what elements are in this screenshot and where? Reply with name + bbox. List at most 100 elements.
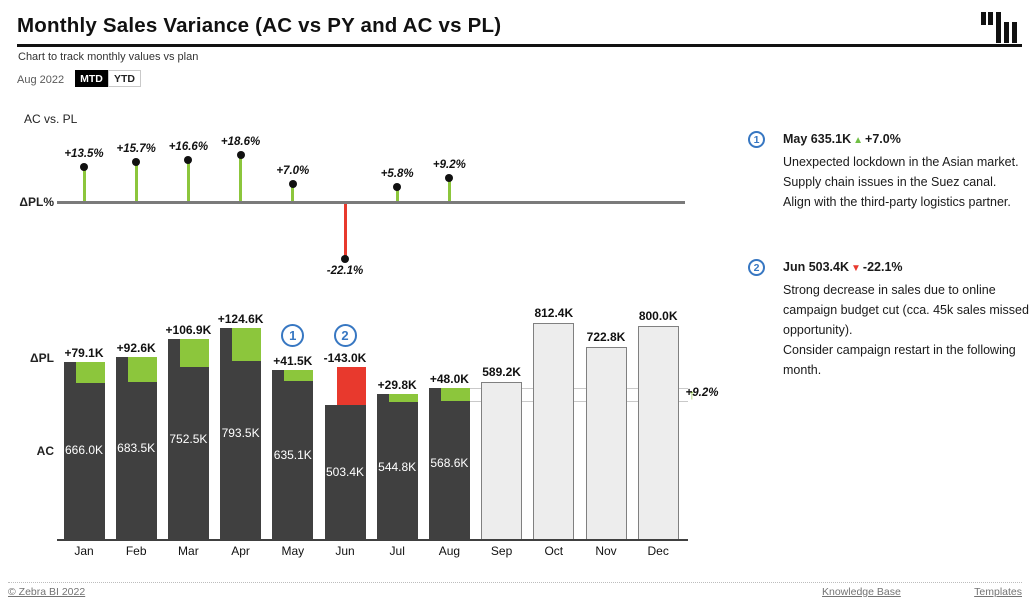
bar-actual[interactable] — [376, 394, 418, 539]
bar-forecast[interactable] — [481, 382, 523, 540]
bar-value-label: 635.1K — [273, 447, 312, 462]
reference-line — [469, 387, 688, 389]
month-label: Nov — [595, 544, 617, 558]
bar-actual[interactable] — [115, 357, 157, 539]
lollipop-stem[interactable] — [134, 161, 138, 201]
bar-variance-negative[interactable] — [336, 367, 366, 406]
bar-variance-positive[interactable] — [75, 361, 105, 383]
bar-delta-label: +48.0K — [429, 371, 469, 386]
bar-forecast[interactable] — [637, 326, 679, 540]
bar-actual[interactable] — [272, 370, 314, 539]
bar-value-label: 752.5K — [169, 431, 208, 446]
annotation-text-line: Unexpected lockdown in the Asian market. — [783, 155, 1019, 169]
annotation-2-pct: -22.1% — [862, 260, 903, 274]
ytd-toggle-button[interactable]: YTD — [108, 70, 141, 87]
annotation-2-header: Jun 503.4K ▼ -22.1% — [783, 260, 903, 274]
month-label: Aug — [438, 544, 461, 558]
lollipop-stem[interactable] — [343, 204, 347, 260]
lollipop-stem[interactable] — [447, 178, 451, 201]
bar-variance-positive[interactable] — [232, 327, 262, 362]
page-subtitle: Chart to track monthly values vs plan — [18, 51, 199, 63]
lollipop-label: +16.6% — [168, 140, 209, 153]
bar-value-label: 503.4K — [325, 465, 365, 480]
annotation-1-title: May 635.1K — [783, 132, 852, 146]
lollipop-dot[interactable] — [132, 157, 141, 166]
bar-actual[interactable] — [428, 387, 470, 539]
bar-variance-positive[interactable] — [440, 387, 470, 401]
templates-link[interactable]: Templates — [974, 586, 1022, 598]
reference-label: +9.2% — [685, 386, 719, 399]
month-label: Sep — [490, 544, 513, 558]
knowledge-base-link[interactable]: Knowledge Base — [822, 586, 901, 598]
bar-actual[interactable] — [220, 327, 262, 539]
lollipop-dot[interactable] — [288, 179, 297, 188]
bar-delta-label: +92.6K — [116, 341, 156, 356]
bar-variance-positive[interactable] — [284, 370, 314, 382]
lollipop-dot[interactable] — [236, 150, 245, 159]
month-label: Jun — [335, 544, 355, 558]
bar-delta-label: +79.1K — [64, 345, 104, 360]
month-label: Mar — [178, 544, 199, 558]
bar-delta-label: -143.0K — [323, 351, 367, 366]
lollipop-stem[interactable] — [82, 167, 86, 201]
lollipop-label: +9.2% — [432, 159, 466, 171]
annotation-1-pct: +7.0% — [865, 132, 901, 146]
top-chart-title: AC vs. PL — [24, 112, 78, 126]
annotation-text-line: Align with the third-party logistics par… — [783, 195, 1011, 209]
lollipop-stem[interactable] — [395, 186, 399, 201]
annotation-text-line: Strong decrease in sales due to online c… — [783, 283, 1029, 337]
lollipop-dot[interactable] — [445, 174, 454, 182]
lollipop-label: +13.5% — [64, 148, 104, 161]
bar-forecast[interactable] — [533, 322, 575, 540]
page-title: Monthly Sales Variance (AC vs PY and AC … — [17, 14, 502, 37]
bar-actual[interactable] — [324, 405, 366, 539]
chart-marker-badge[interactable]: 1 — [281, 323, 305, 347]
lollipop-dot[interactable] — [393, 182, 402, 191]
bar-variance-positive[interactable] — [388, 394, 418, 402]
lollipop-stem[interactable] — [239, 154, 243, 201]
bar-chart-variance-axis-label: ΔPL — [30, 351, 54, 365]
top-chart-axis-label: ΔPL% — [19, 195, 54, 209]
up-triangle-icon: ▲ — [853, 135, 864, 146]
lollipop-stem[interactable] — [291, 183, 295, 201]
zebra-bi-logo-icon — [979, 12, 1019, 43]
lollipop-label: +15.7% — [116, 142, 156, 155]
bar-value-label: 544.8K — [378, 459, 417, 474]
annotation-1-number-badge: 1 — [748, 131, 765, 148]
lollipop-stem[interactable] — [186, 159, 190, 201]
bar-delta-label: +106.9K — [165, 322, 212, 337]
bar-forecast-label: 800.0K — [638, 309, 678, 324]
footer-divider — [8, 582, 1022, 583]
bar-value-label: 666.0K — [64, 443, 104, 458]
reference-arrow-icon: ↑ — [688, 385, 696, 402]
bar-variance-positive[interactable] — [179, 338, 209, 368]
mtd-toggle-button[interactable]: MTD — [75, 70, 108, 87]
month-label: Jul — [389, 544, 405, 558]
annotation-2-number-badge: 2 — [748, 259, 765, 276]
chart-marker-badge[interactable]: 2 — [333, 323, 357, 347]
bar-delta-label: +41.5K — [273, 354, 313, 369]
annotation-text-line: Supply chain issues in the Suez canal. — [783, 175, 997, 189]
bar-delta-label: +29.8K — [377, 378, 417, 393]
bar-forecast-label: 589.2K — [482, 365, 521, 380]
lollipop-dot[interactable] — [80, 163, 88, 172]
top-chart-axis-line — [57, 201, 685, 204]
annotation-2-body: Strong decrease in sales due to online c… — [783, 280, 1030, 380]
bar-value-label: 568.6K — [430, 456, 469, 471]
bar-actual[interactable] — [63, 361, 105, 539]
bar-variance-positive[interactable] — [127, 357, 157, 382]
bar-actual[interactable] — [167, 338, 209, 539]
month-label: Dec — [647, 544, 669, 558]
sales-bar-chart: ↑ +9.2% 666.0K +79.1K Jan 683.5K +92.6K Feb 752.… — [0, 290, 1030, 570]
lollipop-dot[interactable] — [184, 155, 193, 164]
lollipop-label: +7.0% — [276, 164, 310, 177]
copyright-link[interactable]: © Zebra BI 2022 — [8, 586, 86, 598]
bar-chart-actual-axis-label: AC — [36, 444, 54, 458]
bar-forecast-label: 812.4K — [534, 305, 574, 320]
lollipop-dot[interactable] — [341, 255, 349, 264]
month-label: Apr — [231, 544, 250, 558]
bar-forecast[interactable] — [585, 346, 627, 540]
variance-percent-chart: +13.5% +15.7% +16.6% +18.6% +7.0% -22.1% +5.8%… — [0, 0, 1030, 300]
annotation-1-header: May 635.1K ▲ +7.0% — [783, 132, 901, 146]
